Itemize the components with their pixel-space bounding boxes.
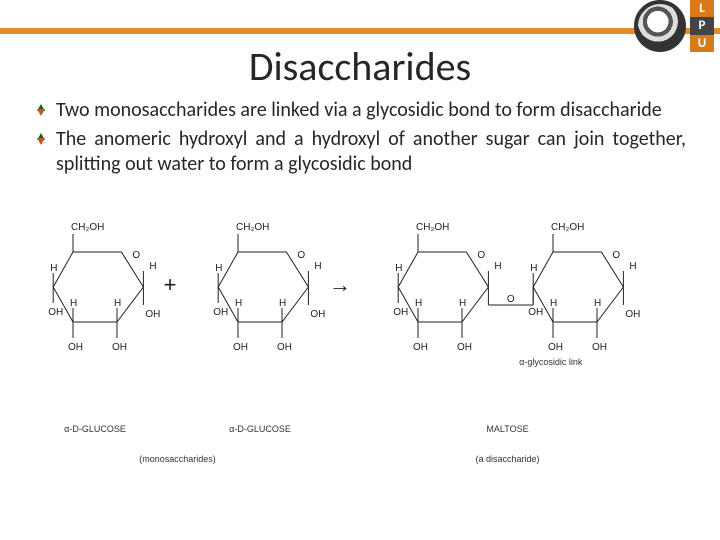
svg-text:H: H <box>530 263 537 274</box>
arrow-operator: → <box>329 272 351 297</box>
svg-text:H: H <box>459 298 466 309</box>
svg-text:OH: OH <box>310 309 325 320</box>
mol-label-2: α-D-GLUCOSE <box>229 424 291 434</box>
svg-text:OH: OH <box>145 309 160 320</box>
svg-text:H: H <box>494 261 501 272</box>
bullet-text-2: The anomeric hydroxyl and a hydroxyl of … <box>56 127 686 177</box>
svg-text:H: H <box>550 298 557 309</box>
svg-text:O: O <box>477 250 485 261</box>
bridge-oxygen: O <box>507 294 515 305</box>
svg-text:OH: OH <box>457 342 472 353</box>
mol-label-right: MALTOSE <box>486 424 528 434</box>
sub-label-right: (a disaccharide) <box>475 454 539 464</box>
svg-text:CH₂OH: CH₂OH <box>416 222 449 233</box>
svg-text:H: H <box>50 263 57 274</box>
svg-text:OH: OH <box>277 342 292 353</box>
svg-text:CH₂OH: CH₂OH <box>71 222 104 233</box>
list-item: Two monosaccharides are linked via a gly… <box>34 98 686 123</box>
svg-text:O: O <box>612 250 620 261</box>
bullet-text-1: Two monosaccharides are linked via a gly… <box>56 98 662 123</box>
svg-text:H: H <box>594 298 601 309</box>
svg-text:OH: OH <box>413 342 428 353</box>
plus-operator: + <box>164 272 177 297</box>
header-divider <box>0 28 720 34</box>
sub-label-left: (monosaccharides) <box>139 454 216 464</box>
bullet-icon <box>34 104 48 118</box>
svg-text:H: H <box>114 298 121 309</box>
link-label: α-glycosidic link <box>519 357 583 367</box>
svg-text:OH: OH <box>592 342 607 353</box>
svg-text:OH: OH <box>68 342 83 353</box>
svg-text:H: H <box>279 298 286 309</box>
logo-letter-p: P <box>690 17 714 34</box>
bullet-list: Two monosaccharides are linked via a gly… <box>34 98 686 181</box>
list-item: The anomeric hydroxyl and a hydroxyl of … <box>34 127 686 177</box>
svg-text:H: H <box>70 298 77 309</box>
bullet-icon <box>34 133 48 147</box>
svg-text:OH: OH <box>528 307 543 318</box>
logo-letter-l: L <box>690 0 714 17</box>
svg-text:OH: OH <box>48 307 63 318</box>
svg-text:H: H <box>629 261 636 272</box>
svg-text:CH₂OH: CH₂OH <box>551 222 584 233</box>
svg-text:H: H <box>314 261 321 272</box>
svg-text:H: H <box>149 261 156 272</box>
page-title: Disaccharides <box>0 42 720 91</box>
reaction-svg: OCH₂OHHOHHOHHOHHOHOCH₂OHHOHHOHHOHHOHOCH₂… <box>30 222 690 482</box>
mol-label-1: α-D-GLUCOSE <box>64 424 126 434</box>
svg-text:OH: OH <box>393 307 408 318</box>
svg-text:O: O <box>132 250 140 261</box>
svg-text:OH: OH <box>625 309 640 320</box>
svg-text:OH: OH <box>112 342 127 353</box>
svg-text:H: H <box>215 263 222 274</box>
svg-text:H: H <box>235 298 242 309</box>
svg-text:O: O <box>297 250 305 261</box>
svg-text:H: H <box>395 263 402 274</box>
svg-text:OH: OH <box>233 342 248 353</box>
reaction-diagram: OCH₂OHHOHHOHHOHHOHOCH₂OHHOHHOHHOHHOHOCH₂… <box>30 222 690 482</box>
svg-text:H: H <box>415 298 422 309</box>
svg-text:CH₂OH: CH₂OH <box>236 222 269 233</box>
svg-text:OH: OH <box>548 342 563 353</box>
svg-text:OH: OH <box>213 307 228 318</box>
